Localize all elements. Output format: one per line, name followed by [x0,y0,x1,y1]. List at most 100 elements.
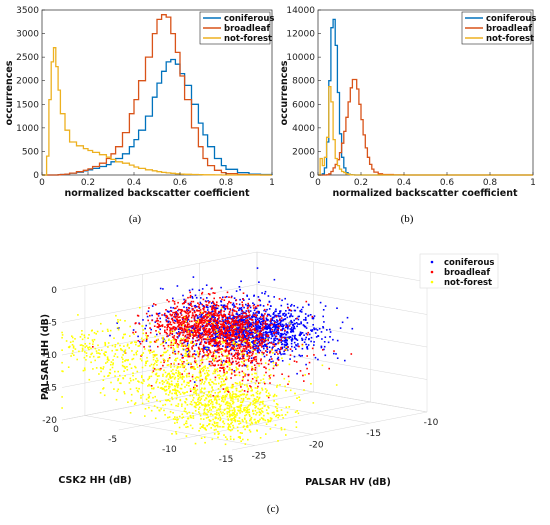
panel-c-point-broadleaf [217,318,220,320]
panel-c-point-coniferous [182,294,184,297]
panel-c-point-broadleaf [243,357,245,360]
panel-c-point-not-forest [143,380,145,382]
panel-c-point-coniferous [208,321,210,324]
panel-c-point-coniferous [248,321,250,323]
panel-c-point-not-forest [137,345,140,347]
panel-c-point-not-forest [213,421,216,423]
panel-c-point-broadleaf [212,325,215,327]
panel-c-point-coniferous [154,321,157,323]
panel-c-point-broadleaf [262,338,265,341]
panel-c-point-not-forest [177,383,179,385]
panel-c-point-broadleaf [182,320,184,322]
panel-c-point-not-forest [233,438,235,441]
panel-c-point-coniferous [233,297,236,299]
panel-c-point-not-forest [74,338,76,340]
panel-c-point-not-forest [155,361,158,363]
panel-c-point-broadleaf [265,371,267,374]
panel-c-point-coniferous [324,354,327,357]
panel-c-point-coniferous [305,327,308,329]
panel-c-scatter3d: -25-20-15-100-5-10-150-5-10-15-20 PALSAR… [40,251,499,515]
panel-c-point-not-forest [231,391,234,393]
panel-c-point-coniferous [145,340,148,342]
panel-c-point-coniferous [251,315,254,318]
panel-c-point-broadleaf [256,347,259,350]
panel-c-point-broadleaf [235,324,237,327]
panel-c-point-not-forest [92,343,94,346]
panel-c-point-coniferous [206,306,208,308]
panel-c-point-not-forest [146,356,148,359]
panel-c-point-not-forest [240,353,243,356]
panel-c-point-broadleaf [241,358,243,360]
panel-c-point-broadleaf [162,345,165,347]
panel-c-point-not-forest [173,389,175,391]
panel-c-point-not-forest [155,360,157,362]
panel-c-point-not-forest [159,387,162,389]
panel-c-point-not-forest [178,426,181,429]
panel-c-point-broadleaf [259,331,261,334]
panel-c-point-broadleaf [232,334,234,336]
panel-c-point-not-forest [103,352,105,355]
panel-c-point-not-forest [99,366,102,369]
panel-c-point-not-forest [189,403,192,405]
panel-c-point-coniferous [145,324,147,327]
panel-c-point-coniferous [288,309,290,312]
panel-c-point-not-forest [289,389,292,392]
panel-c-point-not-forest [253,402,255,404]
panel-c-point-broadleaf [191,340,194,343]
panel-c-point-coniferous [283,353,286,355]
panel-c-point-coniferous [282,314,284,316]
panel-c-point-not-forest [258,397,260,400]
panel-c-point-not-forest [176,416,178,419]
panel-c-point-coniferous [269,322,272,324]
panel-c-point-broadleaf [311,347,314,350]
panel-c-point-coniferous [313,327,315,329]
panel-c-point-not-forest [196,363,198,366]
panel-c-point-broadleaf [220,364,222,367]
panel-c-point-broadleaf [211,307,213,310]
panel-c-point-not-forest [258,403,261,406]
panel-c-point-coniferous [332,338,334,341]
panel-c-point-not-forest [164,371,167,374]
panel-c-point-broadleaf [225,327,227,329]
panel-c-point-coniferous [295,348,297,350]
panel-c-point-not-forest [239,407,242,410]
panel-c-point-coniferous [259,304,262,307]
panel-c-point-broadleaf [210,351,212,354]
panel-c-point-broadleaf [231,318,234,321]
panel-c-point-broadleaf [169,323,171,325]
panel-c-point-not-forest [212,414,214,416]
panel-c-point-not-forest [208,423,210,426]
panel-c-point-not-forest [274,406,277,408]
panel-c-point-coniferous [274,330,276,332]
panel-c-point-not-forest [161,342,164,345]
panel-c-point-not-forest [235,389,238,392]
panel-c-point-not-forest [112,363,114,366]
panel-c-point-coniferous [224,336,227,339]
panel-c-point-broadleaf [208,328,210,330]
panel-c-point-not-forest [135,353,138,356]
panel-c-point-not-forest [124,333,126,336]
panel-c-legend-swatch-not-forest [430,280,434,284]
panel-c-point-broadleaf [262,329,265,331]
panel-c-point-not-forest [154,335,156,338]
panel-c-point-not-forest [239,422,242,424]
panel-c-backwall-gridline [61,284,258,323]
panel-c-point-not-forest [249,342,251,344]
panel-c-point-broadleaf [214,317,216,320]
panel-c-point-coniferous [242,319,244,322]
panel-c-point-coniferous [216,344,218,346]
panel-c-point-broadleaf [236,347,239,350]
panel-c-point-broadleaf [186,317,189,319]
panel-c-point-not-forest [200,402,202,404]
panel-c-point-coniferous [187,326,189,329]
panel-c-point-coniferous [229,325,232,327]
panel-c-point-not-forest [81,348,84,351]
panel-c-point-broadleaf [269,324,272,326]
panel-c-point-not-forest [231,394,234,397]
panel-c-point-coniferous [253,315,255,318]
panel-c-point-broadleaf [241,351,243,353]
panel-c-point-broadleaf [172,327,175,329]
panel-c-point-coniferous [237,328,239,330]
panel-c-point-broadleaf [155,320,158,322]
panel-c-point-coniferous [260,336,262,339]
